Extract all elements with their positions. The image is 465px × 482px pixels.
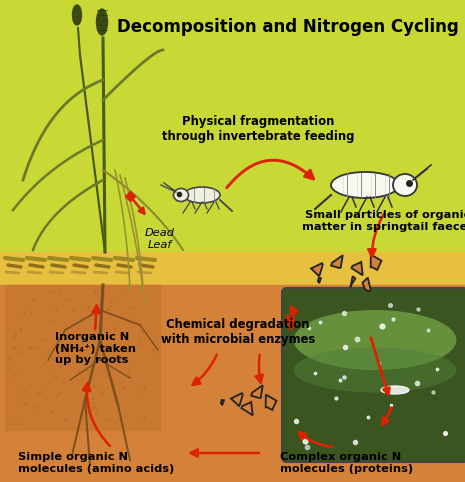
Bar [5, 285, 160, 430]
Ellipse shape [97, 9, 107, 35]
Text: Inorganic N
(NH₄⁺) taken
up by roots: Inorganic N (NH₄⁺) taken up by roots [55, 332, 136, 365]
Text: Dead
Leaf: Dead Leaf [145, 228, 175, 250]
Polygon shape [362, 278, 371, 291]
Text: Chemical degradation
with microbial enzymes: Chemical degradation with microbial enzy… [161, 318, 315, 346]
Bar [0, 252, 465, 285]
Ellipse shape [73, 5, 81, 25]
Polygon shape [318, 278, 321, 283]
Text: Decomposition and Nitrogen Cycling: Decomposition and Nitrogen Cycling [118, 18, 459, 36]
Polygon shape [311, 263, 323, 276]
Ellipse shape [293, 348, 457, 392]
Polygon shape [231, 393, 243, 406]
Ellipse shape [173, 188, 188, 201]
Polygon shape [266, 395, 276, 410]
Ellipse shape [293, 310, 457, 370]
Bar [0, 0, 465, 252]
Text: Simple organic N
molecules (amino acids): Simple organic N molecules (amino acids) [18, 452, 174, 474]
FancyBboxPatch shape [282, 288, 465, 462]
Polygon shape [251, 385, 263, 398]
Ellipse shape [184, 187, 220, 203]
Polygon shape [221, 400, 224, 405]
Polygon shape [371, 254, 381, 270]
Text: Small particles of organic
matter in springtail faeces: Small particles of organic matter in spr… [302, 210, 465, 231]
Ellipse shape [331, 172, 399, 198]
Ellipse shape [393, 174, 417, 196]
Ellipse shape [381, 386, 409, 394]
Polygon shape [352, 262, 363, 275]
Polygon shape [331, 255, 343, 268]
Text: Complex organic N
molecules (proteins): Complex organic N molecules (proteins) [280, 452, 413, 474]
Bar [0, 285, 465, 482]
Polygon shape [351, 276, 355, 287]
Polygon shape [241, 402, 252, 415]
Text: Physical fragmentation
through invertebrate feeding: Physical fragmentation through invertebr… [162, 115, 354, 143]
